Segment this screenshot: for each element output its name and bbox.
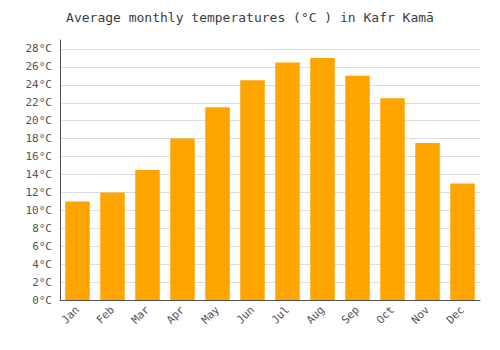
svg-text:10°C: 10°C <box>26 204 53 217</box>
svg-text:12°C: 12°C <box>26 186 53 199</box>
svg-text:Mar: Mar <box>129 303 152 326</box>
svg-text:Jul: Jul <box>269 303 292 326</box>
svg-text:Nov: Nov <box>409 303 432 326</box>
svg-text:0°C: 0°C <box>32 294 52 307</box>
svg-text:14°C: 14°C <box>26 168 53 181</box>
svg-text:8°C: 8°C <box>32 222 52 235</box>
svg-text:Oct: Oct <box>374 303 397 326</box>
svg-text:May: May <box>199 303 222 326</box>
svg-text:Apr: Apr <box>164 303 187 326</box>
svg-text:Aug: Aug <box>304 303 327 326</box>
svg-text:6°C: 6°C <box>32 240 52 253</box>
svg-text:Jun: Jun <box>234 303 257 326</box>
svg-text:Average monthly temperatures (: Average monthly temperatures (°C ) in Ka… <box>66 10 434 25</box>
svg-text:4°C: 4°C <box>32 258 52 271</box>
svg-text:2°C: 2°C <box>32 276 52 289</box>
svg-text:20°C: 20°C <box>26 114 53 127</box>
svg-text:Jan: Jan <box>59 303 82 326</box>
svg-text:28°C: 28°C <box>26 42 53 55</box>
svg-text:24°C: 24°C <box>26 78 53 91</box>
svg-text:26°C: 26°C <box>26 60 53 73</box>
svg-text:16°C: 16°C <box>26 150 53 163</box>
svg-text:Feb: Feb <box>94 303 117 326</box>
svg-text:22°C: 22°C <box>26 96 53 109</box>
svg-text:Dec: Dec <box>444 303 467 326</box>
svg-text:Sep: Sep <box>339 303 362 326</box>
svg-text:18°C: 18°C <box>26 132 53 145</box>
